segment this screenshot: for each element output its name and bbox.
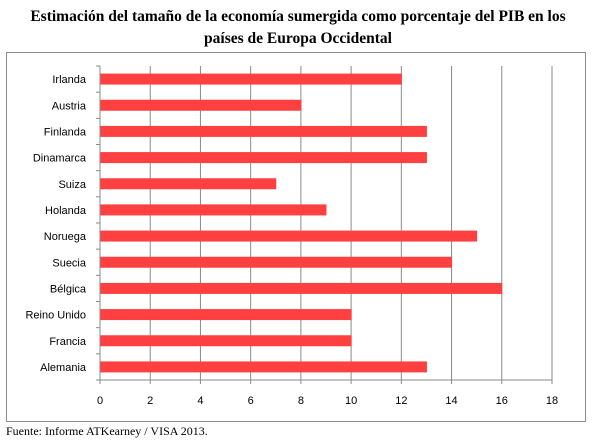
bar-irlanda — [100, 73, 402, 85]
category-label: Dinamarca — [33, 153, 87, 165]
category-label: Suecia — [52, 257, 87, 269]
category-label: Reino Unido — [25, 310, 86, 322]
bar-dinamarca — [100, 152, 427, 164]
category-label: Holanda — [45, 205, 87, 217]
bar-suecia — [100, 256, 453, 268]
source-note: Fuente: Informe ATKearney / VISA 2013. — [6, 424, 208, 438]
bar-bélgica — [100, 282, 503, 294]
x-tick-label: 6 — [248, 395, 254, 407]
x-tick-label: 16 — [496, 395, 508, 407]
category-label: Austria — [52, 100, 87, 112]
chart-title: Estimación del tamaño de la economía sum… — [0, 6, 596, 50]
category-label: Irlanda — [52, 74, 87, 86]
x-tick-label: 14 — [445, 395, 457, 407]
x-tick-label: 0 — [97, 395, 103, 407]
bar-reino-unido — [100, 309, 352, 321]
bar-francia — [100, 335, 352, 347]
category-label: Suiza — [58, 179, 86, 191]
x-tick-label: 12 — [395, 395, 407, 407]
bar-finlanda — [100, 125, 427, 137]
category-label: Alemania — [40, 362, 87, 374]
bar-holanda — [100, 204, 327, 216]
category-label: Bélgica — [50, 283, 87, 295]
x-tick-label: 2 — [147, 395, 153, 407]
x-tick-label: 8 — [298, 395, 304, 407]
chart-title-line-1: Estimación del tamaño de la economía sum… — [30, 8, 566, 25]
x-tick-label: 18 — [546, 395, 558, 407]
bar-austria — [100, 99, 302, 111]
x-tick-label: 4 — [197, 395, 203, 407]
category-label: Finlanda — [44, 126, 87, 138]
category-label: Noruega — [44, 231, 87, 243]
bar-noruega — [100, 230, 478, 242]
chart-title-line-2: países de Europa Occidental — [204, 30, 392, 47]
bar-suiza — [100, 178, 277, 190]
category-label: Francia — [49, 336, 87, 348]
x-tick-label: 10 — [345, 395, 357, 407]
bar-alemania — [100, 361, 427, 373]
